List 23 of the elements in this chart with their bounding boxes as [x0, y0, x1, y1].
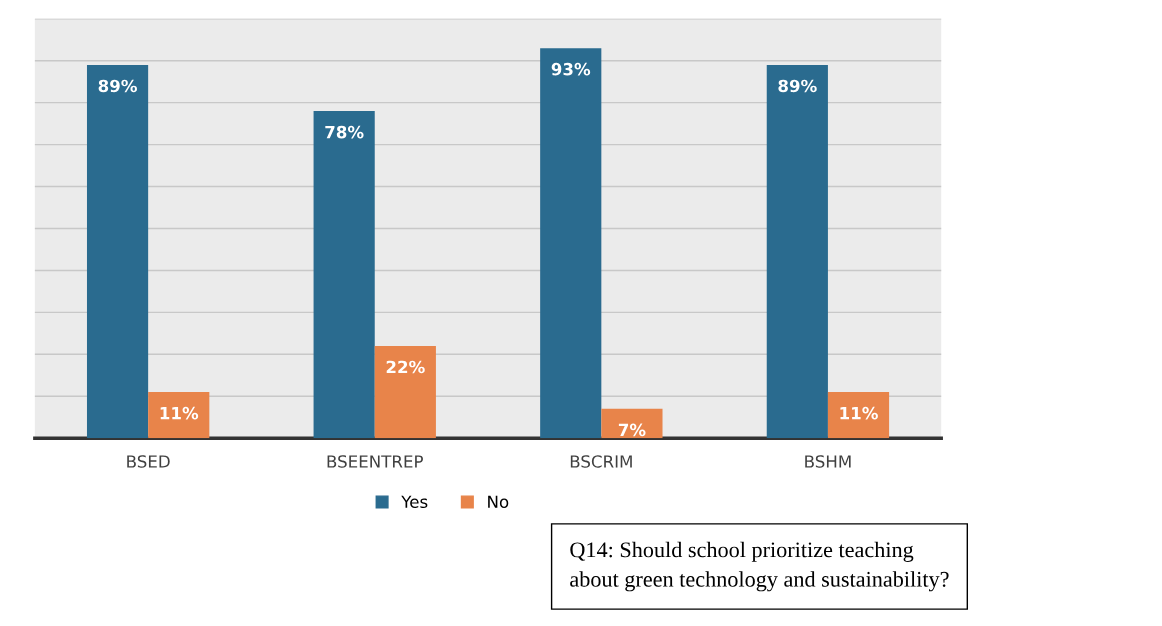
bar — [374, 345, 436, 439]
legend-label: No — [488, 495, 509, 509]
text: Q14: Should school prioritize teaching about green technology and sustainability? — [570, 541, 949, 592]
data-label: 7% — [618, 423, 646, 437]
data-label: 89% — [778, 79, 817, 93]
x-tick-label: BSED — [127, 455, 170, 468]
x-tick-label: BSCRIM — [570, 455, 632, 468]
bar — [601, 408, 663, 439]
bar — [313, 111, 375, 439]
data-label: 89% — [98, 79, 137, 93]
bar — [827, 392, 890, 439]
x-tick-label: BSHM — [805, 455, 851, 468]
data-label: 93% — [551, 62, 591, 76]
bar — [540, 48, 602, 439]
data-label: 78% — [325, 125, 364, 139]
bar — [86, 64, 149, 439]
bar — [766, 64, 828, 439]
bar — [148, 392, 210, 439]
data-label: 11% — [840, 406, 878, 420]
data-label: 22% — [386, 360, 425, 374]
x-tick-label: BSEENTREP — [327, 455, 423, 468]
data-label: 11% — [160, 406, 199, 420]
legend-label: Yes — [401, 495, 428, 509]
